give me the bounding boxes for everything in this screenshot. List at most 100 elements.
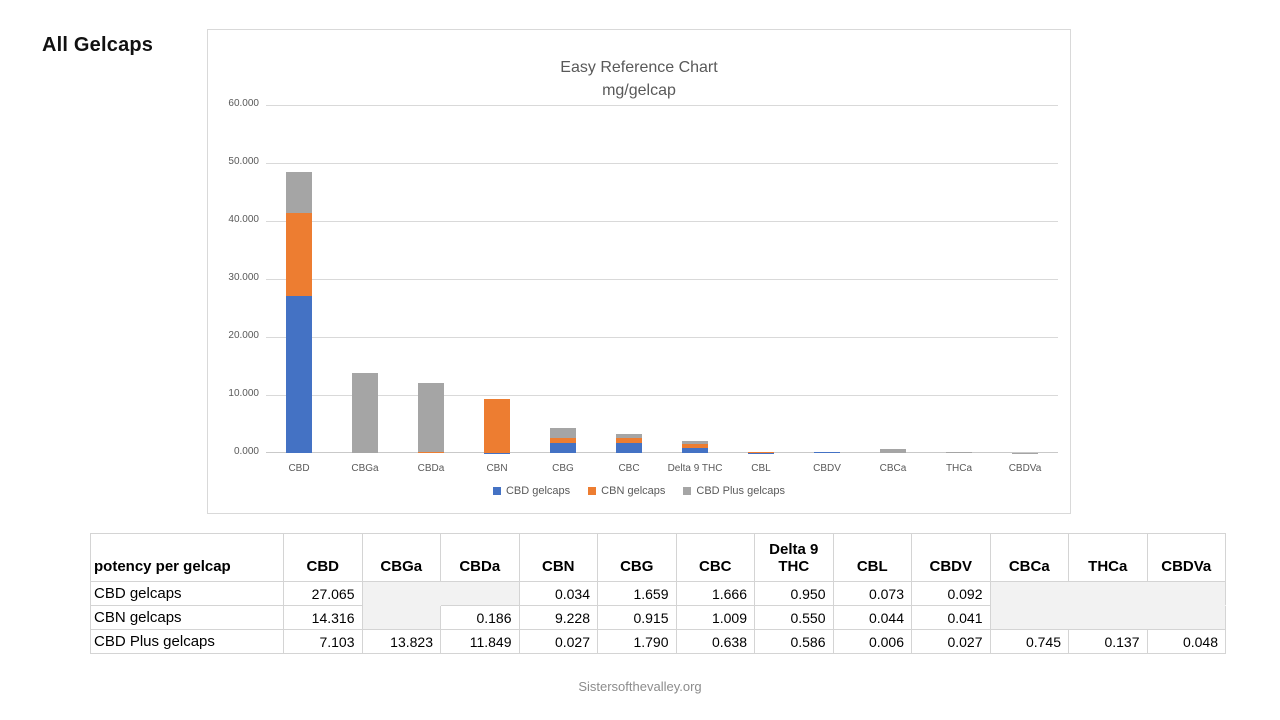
row-label-cell: CBN gelcaps (90, 605, 284, 630)
value-cell: 0.073 (832, 581, 912, 606)
x-category-label: CBD (288, 463, 310, 474)
table-header-cell: CBDa (440, 533, 520, 582)
grid-line (266, 105, 1058, 106)
value-cell (989, 605, 1069, 630)
value-cell: 0.586 (754, 629, 834, 654)
grid-line (266, 163, 1058, 164)
table-header-cell: THCa (1068, 533, 1148, 582)
table-header-row: potency per gelcap CBD CBGa CBDa CBN CBG CBC De… (90, 533, 1226, 582)
row-label-cell: CBD Plus gelcaps (90, 629, 284, 654)
value-cell (361, 581, 441, 606)
page-title: All Gelcaps (42, 34, 154, 56)
value-cell: 27.065 (283, 581, 363, 606)
x-category-label: CBDa (417, 463, 445, 474)
bar-segment (418, 451, 444, 453)
x-category-label: CBDVa (1008, 463, 1042, 474)
value-cell: 7.103 (283, 629, 363, 654)
x-axis-line (266, 452, 1058, 453)
bar-segment (616, 443, 642, 453)
bar-cbga (352, 372, 378, 453)
x-category-label: CBDV (813, 463, 841, 474)
value-cell: 0.137 (1068, 629, 1148, 654)
bar-segment (550, 443, 576, 453)
value-cell: 0.915 (597, 605, 677, 630)
value-cell: 11.849 (440, 629, 520, 654)
chart-legend: CBD gelcaps CBN gelcaps CBD Plus gelcaps (208, 485, 1070, 497)
potency-table: potency per gelcap CBD CBGa CBDa CBN CBG CBC De… (90, 533, 1226, 654)
bar-segment (550, 438, 576, 444)
y-tick-label: 60.000 (228, 98, 259, 109)
x-category-label: CBC (618, 463, 640, 474)
chart-title: Easy Reference Chart mg/gelcap (208, 56, 1070, 102)
plot-area (266, 105, 1058, 453)
table-row: CBD Plus gelcaps 7.103 13.823 11.849 0.027 1.… (90, 629, 1226, 654)
x-category-label: CBG (552, 463, 574, 474)
value-cell (989, 581, 1069, 606)
legend-swatch-icon (492, 487, 501, 495)
bar-segment (682, 440, 708, 445)
value-cell: 0.745 (989, 629, 1069, 654)
table-header-cell: Delta 9 THC (754, 533, 834, 582)
chart-title-line2: mg/gelcap (602, 82, 676, 99)
y-tick-label: 50.000 (228, 156, 259, 167)
value-cell: 0.027 (911, 629, 991, 654)
x-category-label: CBL (751, 463, 771, 474)
grid-line (266, 221, 1058, 222)
bar-thca (946, 452, 972, 453)
bar-segment (286, 213, 312, 297)
value-cell (440, 581, 520, 606)
value-cell (1146, 605, 1226, 630)
value-cell: 0.092 (911, 581, 991, 606)
chart-title-line1: Easy Reference Chart (560, 59, 718, 76)
legend-swatch-icon (588, 487, 597, 495)
value-cell: 9.228 (518, 605, 598, 630)
table-header-cell: CBD (283, 533, 363, 582)
value-cell: 0.638 (675, 629, 755, 654)
bar-segment (550, 427, 576, 439)
bar-segment (880, 448, 906, 453)
table-header-cell: CBC (675, 533, 755, 582)
bar-delta-9-thc (682, 440, 708, 453)
footer-link: Sistersofthevalley.org (578, 679, 702, 694)
value-cell: 0.950 (754, 581, 834, 606)
value-cell: 1.659 (597, 581, 677, 606)
value-cell: 0.027 (518, 629, 598, 654)
x-category-label: THCa (945, 463, 973, 474)
value-cell: 0.041 (911, 605, 991, 630)
bar-cbn (484, 399, 510, 453)
value-cell (1146, 581, 1226, 606)
x-category-label: CBN (486, 463, 508, 474)
y-tick-label: 0.000 (233, 446, 259, 457)
bar-segment (286, 171, 312, 213)
y-tick-label: 20.000 (228, 330, 259, 341)
bar-segment (418, 383, 444, 452)
grid-line (266, 279, 1058, 280)
grid-line (266, 337, 1058, 338)
table-row: CBD gelcaps 27.065 0.034 1.659 1.666 0.950 0.0… (90, 581, 1226, 606)
table-header-cell: CBDVa (1146, 533, 1226, 582)
legend-label: CBD gelcaps (505, 485, 571, 497)
legend-item: CBD Plus gelcaps (683, 485, 785, 497)
x-category-label: Delta 9 THC (667, 463, 723, 474)
value-cell: 0.034 (518, 581, 598, 606)
x-category-label: CBCa (879, 463, 907, 474)
x-category-label: CBGa (351, 463, 379, 474)
bar-segment (682, 447, 708, 453)
bar-segment (484, 399, 510, 453)
bar-segment (286, 296, 312, 453)
value-cell (1068, 605, 1148, 630)
table-row: CBN gelcaps 14.316 0.186 9.228 0.915 1.009 0.5… (90, 605, 1226, 630)
legend-swatch-icon (683, 487, 692, 495)
bar-segment (814, 452, 840, 453)
table-header-cell: CBL (832, 533, 912, 582)
bar-segment (616, 433, 642, 438)
y-tick-label: 30.000 (228, 272, 259, 283)
value-cell: 0.550 (754, 605, 834, 630)
table-header-cell: CBDV (911, 533, 991, 582)
value-cell: 0.006 (832, 629, 912, 654)
value-cell: 0.048 (1146, 629, 1226, 654)
y-tick-label: 40.000 (228, 214, 259, 225)
bar-segment (352, 372, 378, 453)
bar-cbca (880, 448, 906, 453)
